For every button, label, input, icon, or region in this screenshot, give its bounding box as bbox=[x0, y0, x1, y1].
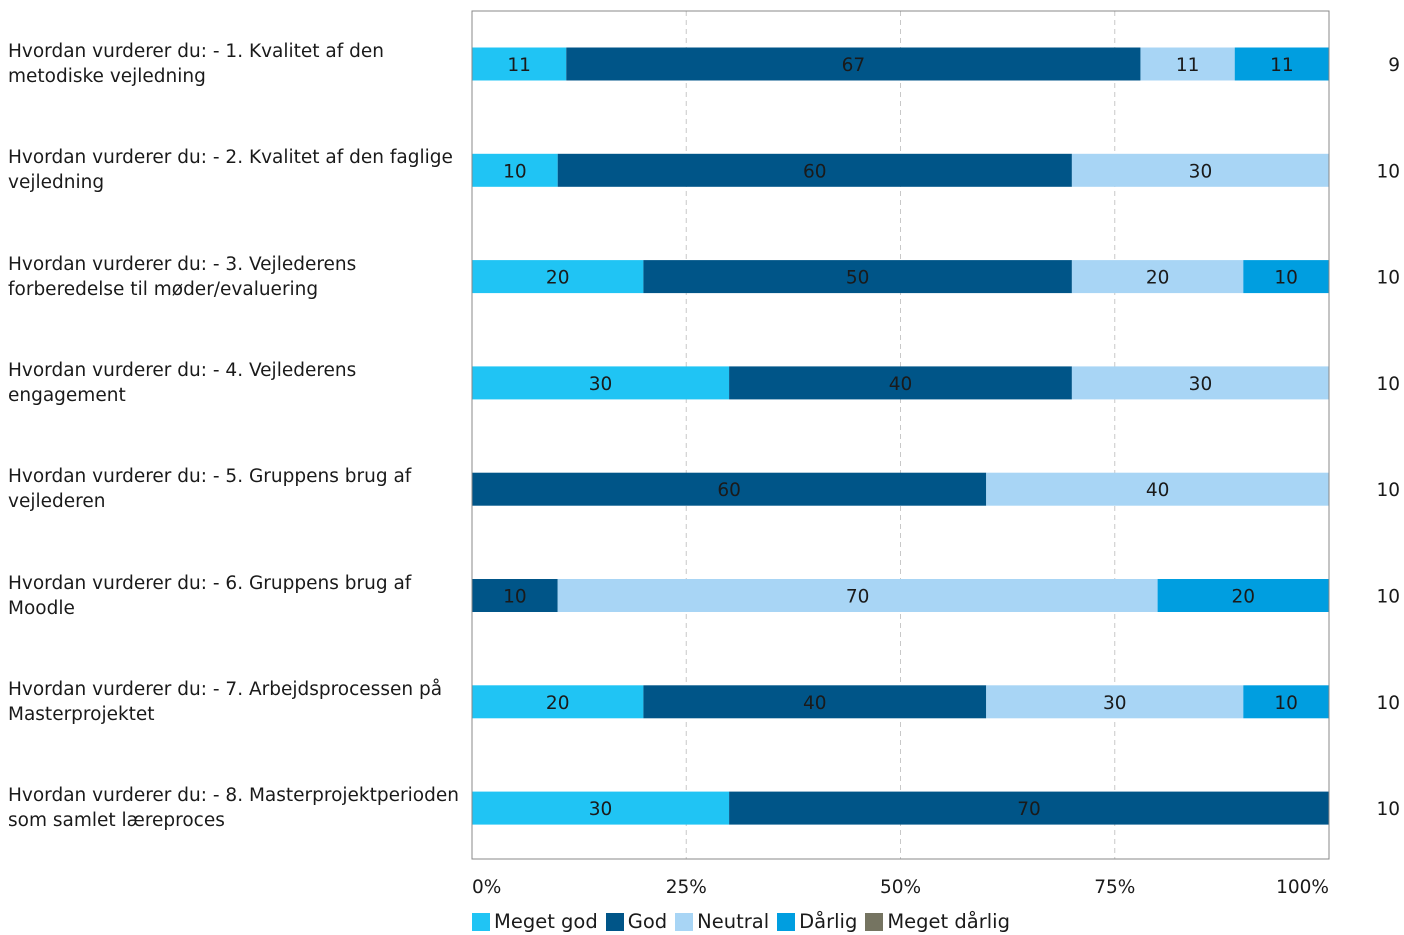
plot-frame bbox=[471, 10, 1330, 860]
bar-value-label: 11 bbox=[1176, 55, 1200, 76]
category-label: Hvordan vurderer du: - 2. Kvalitet af de… bbox=[8, 147, 453, 194]
legend-item: God bbox=[605, 910, 668, 933]
bar-value-label: 10 bbox=[503, 587, 527, 608]
category-label: Hvordan vurderer du: - 5. Gruppens brug … bbox=[8, 466, 412, 513]
category-label: Hvordan vurderer du: - 4. Vejlederens en… bbox=[8, 359, 357, 406]
bar-segment bbox=[472, 366, 730, 400]
bars: 11 67 11 11 10 60 30 20 50 20 10 30 40 30 60 40 10 70 20 20… bbox=[472, 47, 1329, 825]
bar-value-label: 67 bbox=[842, 55, 866, 76]
bar-value-label: 11 bbox=[1270, 55, 1294, 76]
bar-value-label: 10 bbox=[1274, 268, 1298, 289]
respondent-count: 10 bbox=[1376, 268, 1400, 289]
bar-segment bbox=[1071, 260, 1244, 294]
bar-segment bbox=[729, 791, 1329, 825]
bar-segment bbox=[1243, 685, 1329, 719]
legend-swatch bbox=[865, 912, 884, 931]
category-label: Hvordan vurderer du: - 6. Gruppens brug … bbox=[8, 572, 412, 619]
bar-value-label: 40 bbox=[1146, 480, 1170, 501]
x-axis-ticks: 0% 25% 50% 75% 100% bbox=[472, 877, 1329, 898]
bar-value-label: 20 bbox=[546, 693, 570, 714]
bar-value-label: 30 bbox=[589, 374, 613, 395]
bar-segment bbox=[1071, 366, 1329, 400]
bar-segment bbox=[1243, 260, 1329, 294]
n-labels: 9 10 10 10 10 10 10 10 bbox=[1376, 55, 1400, 820]
bar-segment bbox=[986, 472, 1329, 506]
legend-label: Neutral bbox=[697, 910, 770, 933]
bar-value-label: 50 bbox=[846, 268, 870, 289]
bar-value-label: 10 bbox=[503, 161, 527, 182]
bar-segment bbox=[1234, 47, 1329, 81]
legend-item: Neutral bbox=[675, 910, 769, 933]
category-label: Hvordan vurderer du: - 1. Kvalitet af de… bbox=[8, 41, 385, 87]
x-tick-label: 100% bbox=[1276, 877, 1329, 898]
respondent-count: 9 bbox=[1388, 55, 1400, 76]
legend-swatch bbox=[472, 912, 490, 931]
bar-segment bbox=[557, 153, 1072, 187]
bar-value-label: 30 bbox=[1189, 374, 1213, 395]
bar-segment bbox=[472, 791, 730, 825]
bar-value-label: 40 bbox=[889, 374, 913, 395]
x-tick-label: 50% bbox=[880, 877, 921, 898]
bar-value-label: 40 bbox=[803, 693, 827, 714]
legend-swatch bbox=[605, 912, 624, 931]
legend-swatch bbox=[675, 912, 694, 931]
legend-label: Dårlig bbox=[799, 910, 858, 933]
bar-value-label: 60 bbox=[717, 480, 741, 501]
legend-swatch bbox=[777, 912, 796, 931]
bar-segment bbox=[472, 47, 567, 81]
respondent-count: 10 bbox=[1376, 587, 1400, 608]
bar-segment bbox=[472, 685, 644, 719]
bar-segment bbox=[472, 260, 644, 294]
legend-item: Meget dårlig bbox=[865, 910, 1010, 933]
gridlines bbox=[685, 11, 1116, 859]
bar-segment bbox=[986, 685, 1244, 719]
category-label: Hvordan vurderer du: - 8. Masterprojektp… bbox=[8, 785, 459, 832]
bar-segment bbox=[729, 366, 1072, 400]
bar-segment bbox=[557, 579, 1158, 612]
bar-segment bbox=[643, 260, 1072, 294]
bar-segment bbox=[472, 579, 558, 612]
bar-value-label: 70 bbox=[846, 587, 870, 608]
bar-segment bbox=[1140, 47, 1235, 81]
respondent-count: 10 bbox=[1376, 693, 1400, 714]
bar-segment bbox=[472, 153, 558, 187]
legend-label: God bbox=[627, 910, 668, 933]
respondent-count: 10 bbox=[1376, 799, 1400, 820]
bar-value-label: 30 bbox=[1103, 693, 1127, 714]
respondent-count: 10 bbox=[1376, 480, 1400, 501]
legend-item: Dårlig bbox=[777, 910, 857, 933]
x-tick-label: 25% bbox=[666, 877, 707, 898]
bar-segment bbox=[1071, 153, 1329, 187]
bar-value-label: 70 bbox=[1017, 799, 1041, 820]
category-label: Hvordan vurderer du: - 3. Vejlederens fo… bbox=[8, 253, 357, 300]
bar-segment bbox=[566, 47, 1141, 81]
legend-label: Meget dårlig bbox=[887, 910, 1010, 933]
x-tick-label: 75% bbox=[1094, 877, 1135, 898]
respondent-count: 10 bbox=[1376, 161, 1400, 182]
bar-value-label: 60 bbox=[803, 161, 827, 182]
category-label: Hvordan vurderer du: - 7. Arbejdsprocess… bbox=[8, 678, 443, 725]
bar-value-label: 11 bbox=[507, 55, 531, 76]
respondent-count: 10 bbox=[1376, 374, 1400, 395]
bar-value-label: 20 bbox=[1146, 268, 1170, 289]
bar-segment bbox=[1157, 579, 1329, 612]
bar-value-label: 10 bbox=[1274, 693, 1298, 714]
bar-value-label: 30 bbox=[589, 799, 613, 820]
legend-label: Meget god bbox=[494, 910, 598, 933]
bar-value-label: 20 bbox=[546, 268, 570, 289]
bar-segment bbox=[472, 472, 987, 506]
bar-value-label: 20 bbox=[1232, 587, 1256, 608]
legend: Meget god God Neutral Dårlig Meget dårlig bbox=[472, 908, 1018, 935]
bar-value-label: 30 bbox=[1189, 161, 1213, 182]
legend-item: Meget god bbox=[472, 910, 598, 933]
bar-segment bbox=[643, 685, 987, 719]
x-tick-label: 0% bbox=[472, 877, 501, 898]
